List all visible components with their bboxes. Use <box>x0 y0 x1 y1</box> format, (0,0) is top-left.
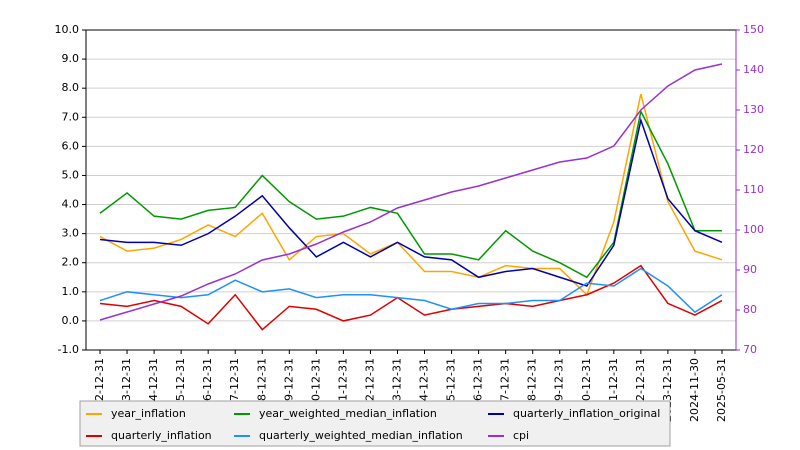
x-tick-label: 2025-05-31 <box>715 358 728 422</box>
y2-tick-label: 90 <box>743 263 757 276</box>
legend-label: cpi <box>513 429 529 442</box>
line-series <box>99 264 723 331</box>
y2-tick-label: 110 <box>743 183 764 196</box>
line-series <box>99 117 723 287</box>
y-tick-label: 3.0 <box>62 227 80 240</box>
legend-box <box>79 400 671 447</box>
legend-label: quarterly_inflation_original <box>513 407 660 420</box>
line-series <box>99 93 723 297</box>
line-series <box>99 267 723 314</box>
y-tick-label: 2.0 <box>62 256 80 269</box>
y-tick-label: 5.0 <box>62 168 80 181</box>
legend-label: quarterly_weighted_median_inflation <box>259 429 463 442</box>
y2-tick-label: 70 <box>743 343 757 356</box>
y-tick-label: 0.0 <box>62 314 80 327</box>
legend-label: year_weighted_median_inflation <box>259 407 437 420</box>
y2-tick-label: 150 <box>743 23 764 36</box>
y-tick-label: 1.0 <box>62 285 80 298</box>
y2-tick-label: 130 <box>743 103 764 116</box>
y-tick-label: 10.0 <box>55 23 80 36</box>
legend: year_inflation year_weighted_median_infla… <box>79 400 671 447</box>
y2-tick-label: 80 <box>743 303 757 316</box>
legend-label: quarterly_inflation <box>111 429 212 442</box>
y-tick-label: 6.0 <box>62 139 80 152</box>
line-series <box>99 63 723 321</box>
y2-tick-label: 120 <box>743 143 764 156</box>
y-tick-label: -1.0 <box>58 343 79 356</box>
y-tick-label: 4.0 <box>62 198 80 211</box>
y-tick-label: 7.0 <box>62 110 80 123</box>
plot-frame <box>85 29 737 351</box>
legend-label: year_inflation <box>111 407 186 420</box>
x-tick-label: 2024-11-30 <box>688 358 701 422</box>
line-series <box>99 109 722 279</box>
y-tick-label: 9.0 <box>62 52 80 65</box>
y-tick-label: 8.0 <box>62 81 80 94</box>
y2-tick-label: 140 <box>743 63 764 76</box>
y2-tick-label: 100 <box>743 223 764 236</box>
